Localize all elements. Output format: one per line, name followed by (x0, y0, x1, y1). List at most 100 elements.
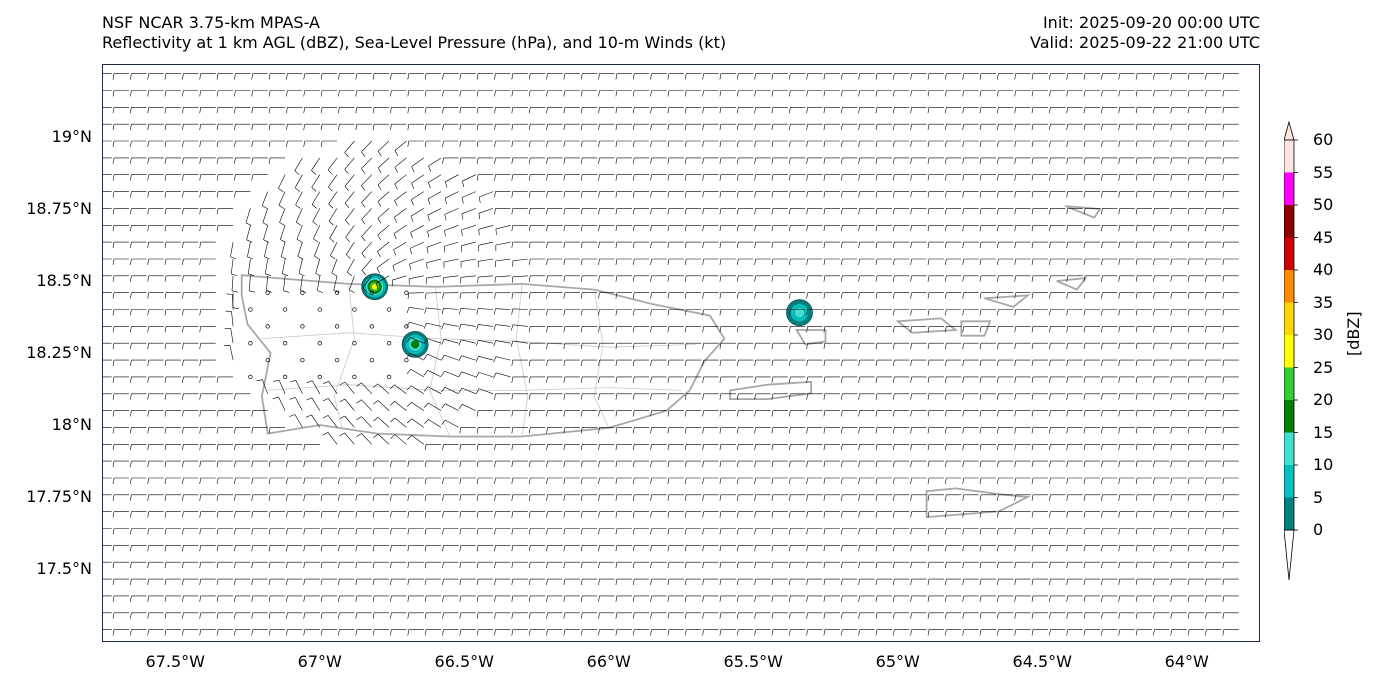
wind-barb (1135, 595, 1153, 602)
wind-barb (130, 241, 147, 249)
wind-barb (303, 90, 320, 97)
wind-barb (1170, 157, 1187, 164)
wind-barb (112, 174, 129, 181)
wind-barb (702, 460, 719, 468)
wind-barb (684, 629, 702, 636)
wind-barb (771, 208, 788, 215)
wind-barb (216, 477, 234, 484)
wind-barb (1031, 107, 1048, 114)
wind-barb (841, 460, 858, 468)
wind-barb (1049, 427, 1066, 434)
wind-barb (199, 140, 216, 147)
wind-barb (702, 427, 719, 434)
wind-barb (615, 90, 632, 97)
wind-barb (459, 629, 476, 636)
wind-barb (1118, 629, 1135, 636)
wind-barb (945, 292, 962, 299)
wind-barb (444, 174, 459, 188)
wind-barb (927, 292, 944, 299)
wind-barb (754, 107, 771, 114)
wind-barb (1049, 123, 1066, 131)
wind-barb (650, 275, 667, 282)
wind-barb (273, 379, 286, 394)
wind-barb (615, 444, 632, 451)
wind-barb (684, 191, 702, 198)
wind-barb (754, 275, 771, 282)
wind-barb (1187, 174, 1205, 181)
wind-barb (103, 140, 112, 142)
wind-barb (1187, 477, 1205, 484)
wind-barb (182, 444, 199, 451)
wind-barb (314, 241, 321, 260)
wind-barb (684, 241, 702, 249)
wind-barb (1135, 359, 1153, 367)
wind-barb (667, 208, 684, 215)
wind-barb (390, 578, 407, 586)
wind-barb (979, 123, 996, 131)
wind-barb (702, 208, 719, 215)
wind-barb (806, 191, 823, 198)
wind-barb (1031, 545, 1048, 552)
wind-barb (702, 140, 719, 147)
wind-barb (736, 123, 754, 131)
wind-barb (1118, 494, 1135, 501)
wind-barb (475, 372, 494, 378)
wind-barb (320, 460, 338, 468)
wind-barb (494, 460, 511, 468)
wind-barb (130, 275, 147, 282)
wind-barb (372, 578, 390, 586)
wind-barb (650, 595, 667, 602)
wind-barb (1066, 225, 1083, 232)
wind-barb (361, 140, 373, 157)
calm-wind-marker (369, 357, 374, 363)
wind-barb (147, 292, 164, 299)
wind-barb (667, 561, 684, 569)
wind-barb (234, 123, 251, 131)
wind-barb (979, 107, 996, 114)
wind-barb (164, 359, 181, 367)
wind-barb (719, 444, 736, 451)
wind-barb (272, 396, 286, 411)
wind-barb (1187, 225, 1205, 232)
wind-barb (563, 561, 580, 569)
wind-barb (245, 208, 252, 226)
wind-barb (806, 241, 823, 249)
map-canvas[interactable] (103, 65, 1259, 641)
wind-barb (182, 225, 199, 232)
wind-barb (1083, 545, 1101, 552)
wind-barb (910, 225, 927, 232)
wind-barb (494, 140, 511, 147)
wind-barb (1014, 292, 1031, 299)
wind-barb (962, 511, 979, 518)
wind-barb (476, 107, 494, 114)
wind-barb (580, 309, 598, 316)
wind-barb (806, 140, 823, 147)
wind-barb (945, 359, 962, 367)
wind-barb (789, 629, 806, 636)
wind-barb (962, 376, 979, 383)
wind-barb (858, 258, 875, 265)
wind-barb (650, 342, 667, 350)
wind-barb (893, 561, 910, 569)
wind-barb (945, 225, 962, 232)
wind-barb (476, 595, 494, 602)
wind-barb (1118, 140, 1135, 147)
wind-barb (1222, 258, 1239, 265)
wind-barb (511, 90, 528, 97)
wind-barb (459, 90, 476, 97)
wind-barb (702, 241, 719, 249)
wind-barb (997, 359, 1014, 367)
wind-barb (1083, 73, 1101, 80)
wind-barb (390, 545, 407, 552)
map-panel[interactable] (102, 64, 1260, 642)
wind-barb (199, 174, 216, 181)
wind-barb (1066, 292, 1083, 299)
wind-barb (389, 401, 407, 411)
wind-barb (927, 107, 944, 114)
wind-barb (702, 326, 719, 333)
wind-barb (615, 376, 632, 383)
wind-barb (754, 225, 771, 232)
wind-barb (112, 578, 129, 586)
wind-barb (875, 460, 892, 468)
wind-barb (305, 414, 321, 428)
